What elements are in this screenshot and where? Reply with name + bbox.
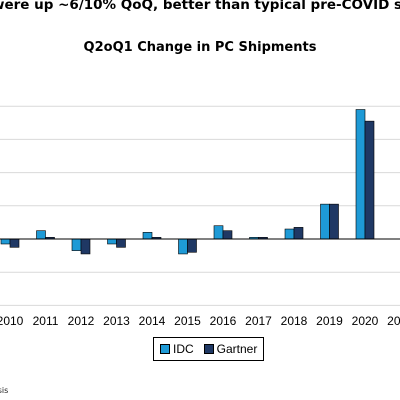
x-tick-label: 2014 <box>139 314 166 328</box>
x-tick-label: 2015 <box>174 314 201 328</box>
bar-gartner-2013 <box>116 238 126 248</box>
bar-idc-2019 <box>320 203 330 240</box>
source-note: ysis <box>0 386 60 396</box>
x-tick-label: 2021 <box>387 314 400 328</box>
x-tick-label: 2010 <box>0 314 24 328</box>
bar-gartner-2015 <box>187 238 197 253</box>
bar-idc-2013 <box>107 238 117 245</box>
bar-idc-2010 <box>0 238 11 245</box>
legend-label-gartner: Gartner <box>216 342 258 356</box>
x-tick-label: 2020 <box>352 314 379 328</box>
source-text: ysis <box>0 386 9 395</box>
bar-idc-2016 <box>213 225 224 240</box>
x-tick-label: 2012 <box>68 314 95 328</box>
headline-text: were up ~6/10% QoQ, better than typical … <box>0 0 400 13</box>
legend-label-idc: IDC <box>173 342 194 356</box>
legend-swatch-idc <box>160 344 170 354</box>
legend-item-gartner: Gartner <box>203 342 258 356</box>
x-tick-label: 2018 <box>281 314 308 328</box>
x-tick-label: 2017 <box>245 314 272 328</box>
bar-gartner-2016 <box>222 230 233 240</box>
bar-gartner-2012 <box>80 238 91 255</box>
bar-idc-2015 <box>178 238 188 255</box>
bar-idc-2018 <box>284 228 295 240</box>
bar-gartner-2020 <box>364 120 375 240</box>
bar-idc-2012 <box>71 238 82 251</box>
x-tick-label: 2016 <box>210 314 237 328</box>
bar-idc-2014 <box>142 232 153 240</box>
legend: IDC Gartner <box>153 337 265 361</box>
x-tick-label: 2011 <box>33 314 59 328</box>
x-tick-label: 2013 <box>103 314 130 328</box>
bar-idc-2020 <box>355 109 366 240</box>
bar-gartner-2010 <box>9 238 20 248</box>
bar-gartner-2019 <box>329 203 339 240</box>
bar-idc-2011 <box>36 230 46 240</box>
chart-title: Q2oQ1 Change in PC Shipments <box>83 40 317 55</box>
headline: were up ~6/10% QoQ, better than typical … <box>0 0 400 22</box>
x-tick-label: 2019 <box>316 314 343 328</box>
bar-gartner-2018 <box>293 227 304 240</box>
legend-swatch-gartner <box>203 344 214 354</box>
legend-item-idc: IDC <box>160 342 194 356</box>
